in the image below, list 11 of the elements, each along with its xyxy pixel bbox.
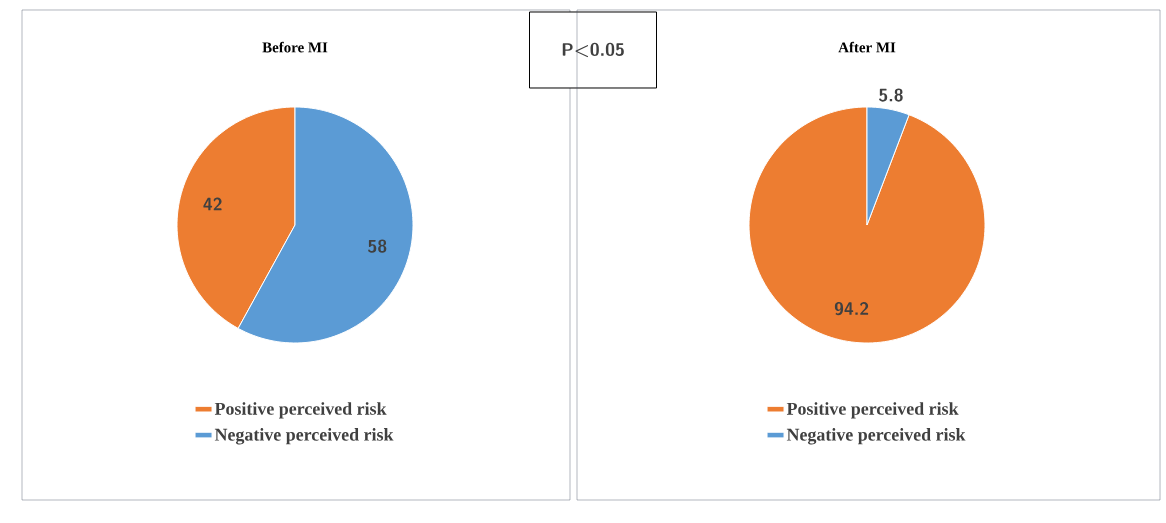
chart-title: After MI	[838, 41, 896, 53]
chart-title: Before MI	[262, 41, 328, 53]
legend-label: Positive perceived risk	[786, 402, 959, 419]
data-label: 58	[368, 239, 387, 253]
legend-label: Positive perceived risk	[214, 402, 387, 419]
legend-label: Negative perceived risk	[786, 428, 966, 445]
legend-label: Negative perceived risk	[214, 428, 394, 445]
data-label: 94.2	[834, 301, 869, 316]
data-label: 42	[203, 197, 222, 211]
text: P<0.05	[562, 42, 624, 58]
data-label: 5.8	[879, 88, 903, 102]
